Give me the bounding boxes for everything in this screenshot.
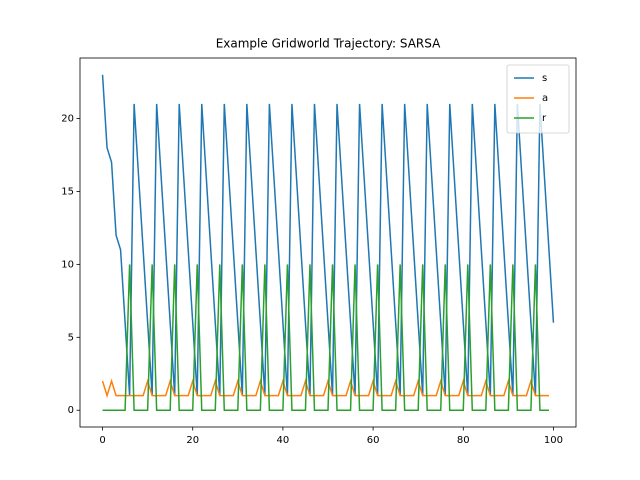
legend-label: s — [542, 73, 547, 84]
y-tick-label: 0 — [68, 405, 74, 416]
y-tick-label: 20 — [61, 114, 74, 125]
series-line — [102, 264, 549, 411]
axes-frame — [79, 57, 577, 428]
x-tick-label: 100 — [544, 435, 563, 446]
x-tick-label: 40 — [277, 435, 290, 446]
y-tick-label: 10 — [61, 259, 74, 270]
legend-label: a — [542, 93, 548, 104]
y-tick-label: 5 — [68, 332, 74, 343]
y-tick-label: 15 — [61, 186, 74, 197]
legend-box — [506, 64, 570, 134]
x-tick-label: 60 — [367, 435, 380, 446]
x-tick-label: 80 — [457, 435, 470, 446]
chart-title: Example Gridworld Trajectory: SARSA — [216, 37, 441, 51]
legend-label: r — [542, 113, 547, 124]
x-tick-label: 0 — [99, 435, 105, 446]
series-line — [101, 378, 549, 399]
series-line — [101, 74, 555, 396]
x-tick-label: 20 — [186, 435, 199, 446]
